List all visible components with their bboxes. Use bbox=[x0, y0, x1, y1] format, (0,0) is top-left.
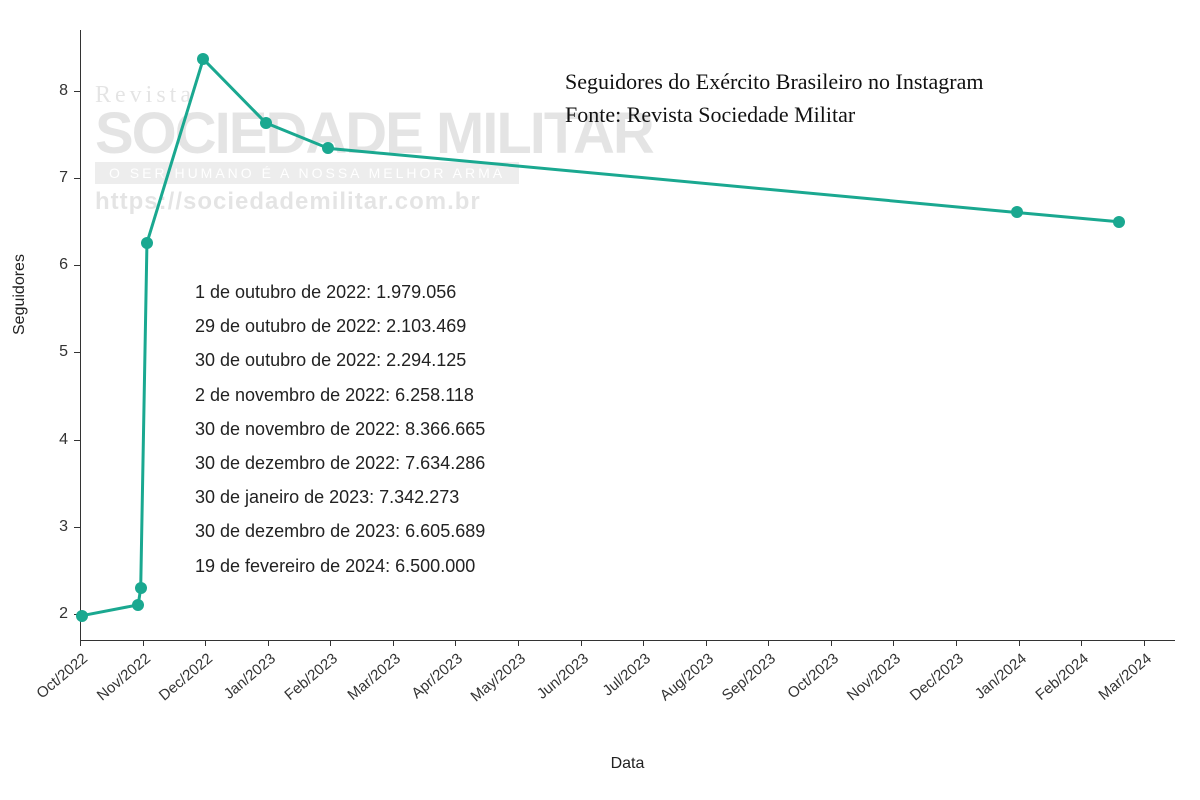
data-values-list: 1 de outubro de 2022: 1.979.05629 de out… bbox=[195, 275, 485, 583]
followers-line-chart: Revista SOCIEDADE MILITAR O SER HUMANO É… bbox=[0, 0, 1200, 800]
data-point bbox=[1011, 206, 1023, 218]
chart-title-line1: Seguidores do Exército Brasileiro no Ins… bbox=[565, 65, 984, 98]
chart-title-annotation: Seguidores do Exército Brasileiro no Ins… bbox=[565, 65, 984, 131]
data-list-item: 1 de outubro de 2022: 1.979.056 bbox=[195, 275, 485, 309]
data-point bbox=[76, 610, 88, 622]
data-point bbox=[322, 142, 334, 154]
data-list-item: 30 de dezembro de 2023: 6.605.689 bbox=[195, 514, 485, 548]
data-point bbox=[132, 599, 144, 611]
data-list-item: 30 de dezembro de 2022: 7.634.286 bbox=[195, 446, 485, 480]
data-list-item: 30 de outubro de 2022: 2.294.125 bbox=[195, 343, 485, 377]
data-list-item: 2 de novembro de 2022: 6.258.118 bbox=[195, 378, 485, 412]
chart-title-line2: Fonte: Revista Sociedade Militar bbox=[565, 98, 984, 131]
data-list-item: 19 de fevereiro de 2024: 6.500.000 bbox=[195, 549, 485, 583]
data-list-item: 30 de novembro de 2022: 8.366.665 bbox=[195, 412, 485, 446]
data-point bbox=[135, 582, 147, 594]
data-list-item: 29 de outubro de 2022: 2.103.469 bbox=[195, 309, 485, 343]
data-point bbox=[260, 117, 272, 129]
data-point bbox=[1113, 216, 1125, 228]
data-point bbox=[197, 53, 209, 65]
data-list-item: 30 de janeiro de 2023: 7.342.273 bbox=[195, 480, 485, 514]
data-point bbox=[141, 237, 153, 249]
